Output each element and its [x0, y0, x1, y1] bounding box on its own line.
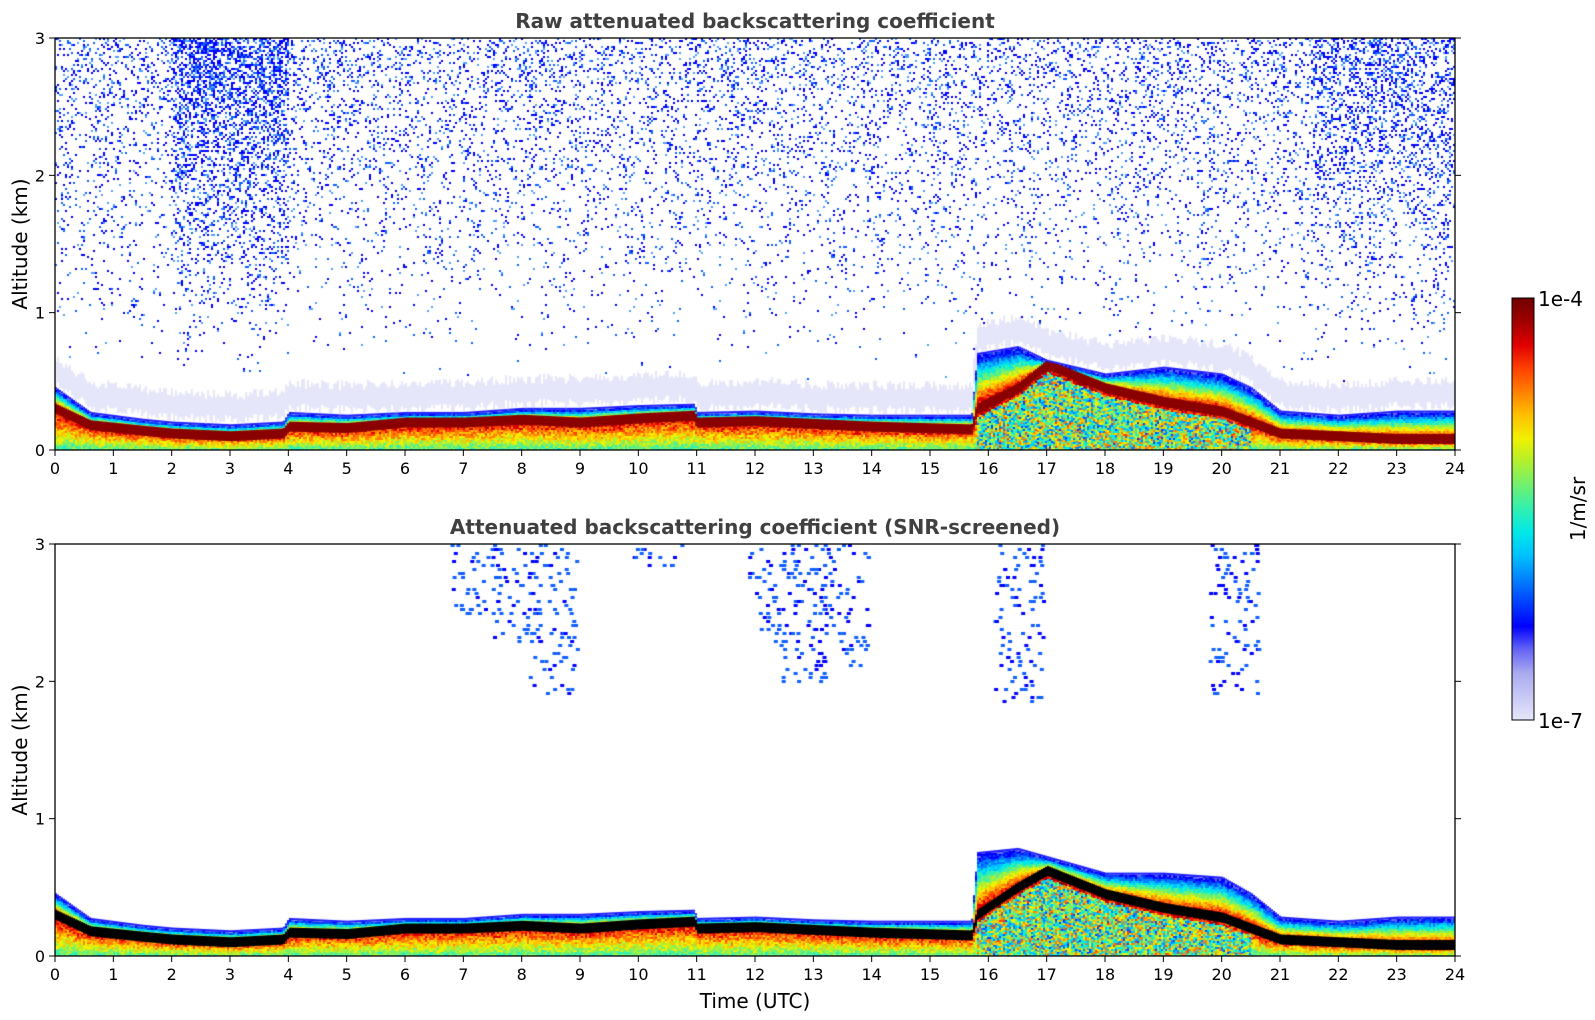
x-tick-label: 13 [803, 459, 823, 478]
x-tick-label: 10 [628, 965, 648, 984]
x-tick-label: 0 [50, 965, 60, 984]
x-tick-label: 19 [1153, 459, 1173, 478]
panel-raw-title: Raw attenuated backscattering coefficien… [515, 9, 995, 33]
x-tick-label: 22 [1328, 965, 1348, 984]
x-tick-label: 21 [1270, 459, 1290, 478]
x-tick-label: 5 [342, 965, 352, 984]
colorbar-label: 1/m/sr [1566, 476, 1590, 541]
x-tick-label: 10 [628, 459, 648, 478]
x-tick-label: 23 [1386, 459, 1406, 478]
panel-raw-ylabel: Altitude (km) [8, 178, 32, 309]
heatmap-image [55, 38, 1455, 450]
x-tick-label: 9 [575, 459, 585, 478]
colorbar-min-label: 1e-7 [1538, 709, 1583, 733]
x-tick-label: 5 [342, 459, 352, 478]
x-tick-label: 23 [1386, 965, 1406, 984]
x-tick-label: 14 [861, 965, 881, 984]
x-tick-label: 15 [920, 459, 940, 478]
panel-screened-title: Attenuated backscattering coefficient (S… [450, 515, 1060, 539]
x-tick-label: 6 [400, 459, 410, 478]
x-tick-label: 7 [458, 459, 468, 478]
x-tick-label: 1 [108, 965, 118, 984]
x-tick-label: 4 [283, 459, 293, 478]
x-tick-label: 9 [575, 965, 585, 984]
x-tick-label: 16 [978, 459, 998, 478]
x-tick-label: 22 [1328, 459, 1348, 478]
x-tick-label: 17 [1036, 459, 1056, 478]
x-tick-label: 1 [108, 459, 118, 478]
x-tick-label: 11 [686, 459, 706, 478]
y-tick-label: 0 [35, 441, 45, 460]
x-tick-label: 14 [861, 459, 881, 478]
x-tick-label: 2 [167, 965, 177, 984]
y-tick-label: 3 [35, 535, 45, 554]
y-tick-label: 0 [35, 947, 45, 966]
x-tick-label: 18 [1095, 459, 1115, 478]
x-tick-label: 6 [400, 965, 410, 984]
panel-raw-x-ticks: 0 1 2 3 4 5 6 7 8 9 10 11 12 13 14 15 16 17 18 19 20 21 22 23 24 [50, 450, 1465, 478]
panel-screened-x-ticks: 0 1 2 3 4 5 6 7 8 9 10 11 12 13 14 15 16 17 18 19 20 21 22 23 24 [50, 956, 1465, 984]
panel-screened-xlabel: Time (UTC) [699, 989, 811, 1013]
panel-screened-y-ticks: 0 1 2 3 [35, 535, 1461, 966]
x-tick-label: 3 [225, 965, 235, 984]
y-tick-label: 3 [35, 29, 45, 48]
x-tick-label: 3 [225, 459, 235, 478]
x-tick-label: 12 [745, 459, 765, 478]
panel-screened-heatmap [55, 544, 1455, 956]
x-tick-label: 20 [1211, 965, 1231, 984]
x-tick-label: 2 [167, 459, 177, 478]
x-tick-label: 4 [283, 965, 293, 984]
x-tick-label: 24 [1445, 965, 1465, 984]
heatmap-image [55, 544, 1455, 956]
x-tick-label: 18 [1095, 965, 1115, 984]
x-tick-label: 13 [803, 965, 823, 984]
x-tick-label: 20 [1211, 459, 1231, 478]
x-tick-label: 8 [517, 965, 527, 984]
panel-raw-y-ticks: 0 1 2 3 [35, 29, 1461, 460]
panel-raw: Raw attenuated backscattering coefficien… [8, 9, 1465, 478]
x-tick-label: 12 [745, 965, 765, 984]
x-tick-label: 19 [1153, 965, 1173, 984]
panel-raw-heatmap [55, 38, 1455, 450]
y-tick-label: 2 [35, 672, 45, 691]
x-tick-label: 11 [686, 965, 706, 984]
x-tick-label: 24 [1445, 459, 1465, 478]
x-tick-label: 16 [978, 965, 998, 984]
x-tick-label: 15 [920, 965, 940, 984]
colorbar: 1e-4 1e-7 1/m/sr [1511, 287, 1590, 733]
x-tick-label: 7 [458, 965, 468, 984]
y-tick-label: 2 [35, 166, 45, 185]
colorbar-max-label: 1e-4 [1538, 287, 1583, 311]
panel-screened: Attenuated backscattering coefficient (S… [8, 515, 1465, 1013]
y-tick-label: 1 [35, 304, 45, 323]
x-tick-label: 8 [517, 459, 527, 478]
colorbar-bar [1511, 297, 1535, 721]
y-tick-label: 1 [35, 810, 45, 829]
panel-screened-ylabel: Altitude (km) [8, 684, 32, 815]
x-tick-label: 17 [1036, 965, 1056, 984]
x-tick-label: 0 [50, 459, 60, 478]
x-tick-label: 21 [1270, 965, 1290, 984]
